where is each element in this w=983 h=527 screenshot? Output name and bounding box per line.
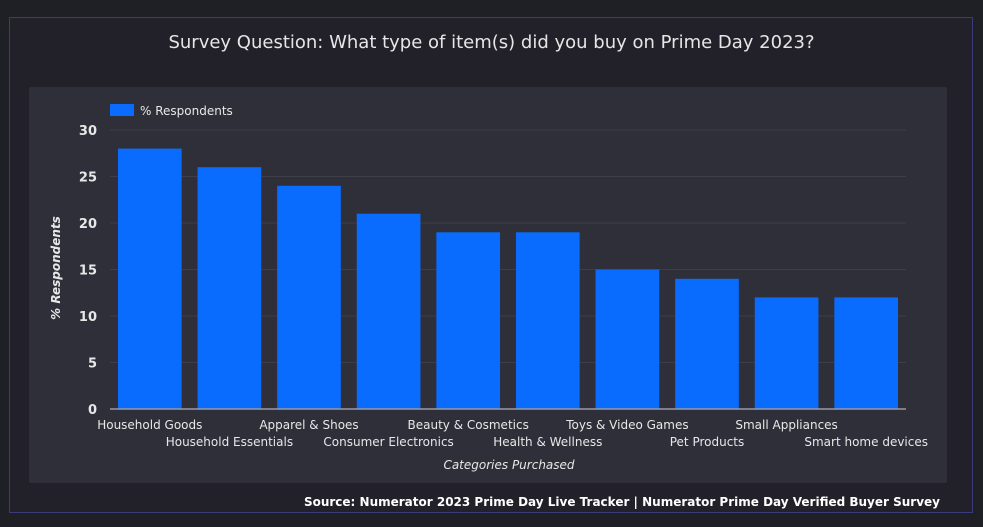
x-axis-ticks: Household Goods Household Essentials Appar… xyxy=(97,418,928,449)
bar-household-essentials[interactable] xyxy=(197,167,262,409)
bars xyxy=(117,148,899,410)
y-axis-ticks: 0 5 10 15 20 25 30 xyxy=(79,124,97,418)
bar-small-appliances[interactable] xyxy=(754,297,819,409)
x-axis-label: Categories Purchased xyxy=(443,458,574,472)
bar-consumer-electronics[interactable] xyxy=(356,213,421,409)
y-tick-label: 0 xyxy=(88,403,97,418)
y-tick-label: 5 xyxy=(88,357,97,372)
y-axis-label: % Respondents xyxy=(49,216,63,320)
x-tick-label: Smart home devices xyxy=(804,435,928,449)
y-tick-label: 30 xyxy=(79,124,97,139)
x-tick-label: Pet Products xyxy=(670,435,745,449)
chart-title: Survey Question: What type of item(s) di… xyxy=(168,32,815,53)
y-tick-label: 15 xyxy=(79,264,97,279)
y-tick-label: 25 xyxy=(79,171,97,186)
bar-toys-video-games[interactable] xyxy=(595,269,660,410)
y-tick-label: 20 xyxy=(79,217,97,232)
x-tick-label: Small Appliances xyxy=(735,418,837,432)
bar-smart-home-devices[interactable] xyxy=(834,297,899,409)
legend-swatch xyxy=(110,104,134,116)
x-tick-label: Household Goods xyxy=(97,418,202,432)
y-tick-label: 10 xyxy=(79,310,97,325)
x-tick-label: Consumer Electronics xyxy=(323,435,453,449)
bar-household-goods[interactable] xyxy=(117,148,182,409)
bar-pet-products[interactable] xyxy=(675,278,739,409)
legend[interactable]: % Respondents xyxy=(110,104,233,118)
legend-label: % Respondents xyxy=(140,104,233,118)
x-tick-label: Health & Wellness xyxy=(493,435,602,449)
source-note: Source: Numerator 2023 Prime Day Live Tr… xyxy=(303,495,940,509)
bar-beauty-cosmetics[interactable] xyxy=(436,232,501,409)
x-tick-label: Apparel & Shoes xyxy=(259,418,358,432)
x-tick-label: Household Essentials xyxy=(166,435,293,449)
bar-health-wellness[interactable] xyxy=(515,232,580,409)
x-tick-label: Toys & Video Games xyxy=(565,418,688,432)
x-tick-label: Beauty & Cosmetics xyxy=(408,418,529,432)
bar-apparel-shoes[interactable] xyxy=(277,185,341,409)
